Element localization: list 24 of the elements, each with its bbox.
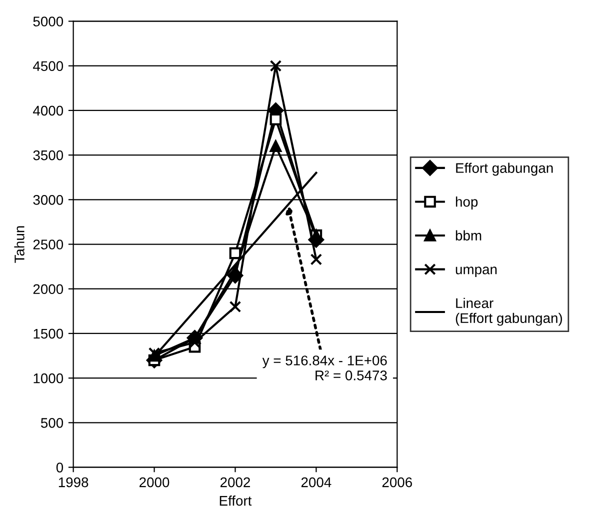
- y-tick-label: 2000: [33, 284, 64, 294]
- y-tick-label: 500: [40, 418, 64, 428]
- x-tick-label: 1998: [58, 477, 88, 488]
- x-tick-label: 2000: [140, 477, 170, 488]
- x-axis-title: Effort: [220, 496, 252, 506]
- legend-label: Linear (Effort gabungan): [456, 298, 562, 326]
- legend-label: bbm: [456, 230, 482, 241]
- annotation: y = 516.84x - 1E+06 R² = 0.5473: [262, 356, 387, 380]
- legend-label: umpan: [456, 266, 497, 278]
- y-tick-label: 3000: [33, 194, 64, 205]
- y-tick-label: 1000: [34, 373, 64, 384]
- x-tick-label: 2006: [382, 477, 412, 488]
- y-tick-label: 0: [56, 462, 64, 472]
- legend-label: hop: [456, 196, 478, 210]
- y-tick-label: 5000: [33, 16, 64, 26]
- y-tick-label: 3500: [33, 150, 64, 160]
- y-tick-label: 1500: [34, 328, 64, 339]
- y-tick-label: 4500: [33, 61, 64, 72]
- x-tick-label: 2002: [220, 477, 250, 488]
- x-tick-label: 2004: [301, 477, 332, 488]
- y-tick-label: 4000: [33, 106, 64, 116]
- legend-label: Effort gabungan: [456, 162, 553, 176]
- y-axis-title: Tahun: [14, 226, 24, 263]
- y-tick-label: 2500: [33, 240, 64, 250]
